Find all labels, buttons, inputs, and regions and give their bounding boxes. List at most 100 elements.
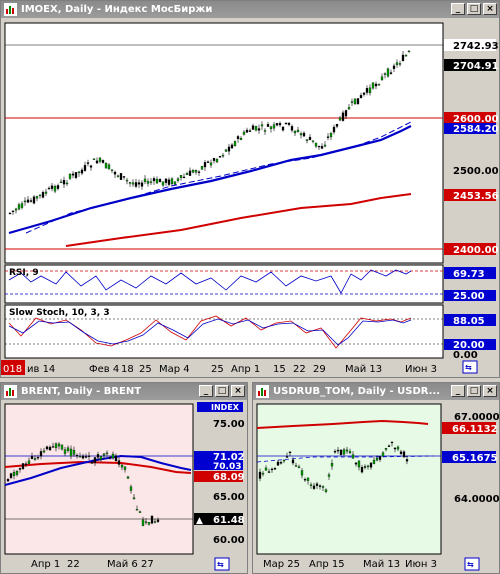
candle xyxy=(35,196,39,199)
minimize-button[interactable]: _ xyxy=(451,3,465,15)
brent-window[interactable]: BRENT, Daily - BRENT _ □ × INDEX 75.00 7… xyxy=(0,382,248,574)
candle xyxy=(24,463,28,465)
candle xyxy=(306,477,310,481)
candle xyxy=(291,459,295,464)
close-button[interactable]: × xyxy=(483,3,497,15)
candle xyxy=(348,451,352,454)
imoex-window[interactable]: IMOEX, Daily - Индекс МосБиржи _ □ × 274… xyxy=(0,0,500,378)
candle xyxy=(309,484,313,486)
minimize-button[interactable]: _ xyxy=(451,385,465,397)
maximize-button[interactable]: □ xyxy=(467,385,481,397)
candle xyxy=(272,124,276,129)
candle xyxy=(47,187,51,190)
candle xyxy=(191,170,195,173)
candle xyxy=(327,474,331,477)
brent-titlebar[interactable]: BRENT, Daily - BRENT _ □ × xyxy=(1,383,247,400)
candle xyxy=(128,182,132,184)
maximize-button[interactable]: □ xyxy=(215,385,229,397)
rsi-line xyxy=(8,269,412,294)
rsi-value: 69.73 xyxy=(453,269,485,280)
candle xyxy=(284,122,288,125)
candle xyxy=(392,65,396,69)
candle xyxy=(315,483,319,486)
x-tick-4: 25 xyxy=(139,364,152,375)
candle xyxy=(321,486,325,488)
svg-text:⇆: ⇆ xyxy=(217,560,224,569)
scroll-icon[interactable] xyxy=(214,557,230,571)
candle xyxy=(257,128,261,131)
brent-price-65: 65.00 xyxy=(213,492,245,503)
candle xyxy=(261,472,265,475)
candle xyxy=(39,451,43,457)
chart-icon xyxy=(4,3,17,16)
imoex-candles xyxy=(8,50,411,215)
candle xyxy=(402,451,406,458)
usd-x-0: Мар 25 xyxy=(263,559,300,570)
brent-ma-red xyxy=(4,460,192,474)
brent-x-0: Апр 1 xyxy=(31,559,60,570)
imoex-titlebar[interactable]: IMOEX, Daily - Индекс МосБиржи _ □ × xyxy=(1,1,499,18)
candle xyxy=(258,471,262,479)
candle xyxy=(176,178,180,181)
imoex-chart[interactable]: 2742.93 2704.91 2600.00 2584.20 2500.00 … xyxy=(1,18,499,377)
candle xyxy=(312,485,316,489)
candle xyxy=(344,110,348,117)
candle xyxy=(72,449,76,455)
candle xyxy=(132,497,136,500)
x-tick-10: 29 xyxy=(313,364,326,375)
candle xyxy=(294,465,298,467)
close-button[interactable]: × xyxy=(483,385,497,397)
candle xyxy=(357,460,361,468)
candle xyxy=(62,180,66,185)
brent-price-60: 60.00 xyxy=(213,535,245,546)
candle xyxy=(236,136,240,139)
usdrub-chart[interactable]: 67.0000 66.1132 65.1675 64.0000 Мар 25 А… xyxy=(253,400,499,573)
close-button[interactable]: × xyxy=(231,385,245,397)
scroll-icon[interactable] xyxy=(464,557,480,571)
candle xyxy=(149,181,153,183)
brent-arrow-icon: ▲ xyxy=(196,516,203,526)
rsi-label: RSI, 9 xyxy=(9,268,39,278)
candle xyxy=(368,87,372,94)
x-tick-2: Фев 4 xyxy=(89,364,119,375)
candle xyxy=(90,462,94,464)
candle xyxy=(374,83,378,87)
candle xyxy=(233,141,237,146)
x-tick-3: 18 xyxy=(121,364,134,375)
candle xyxy=(54,443,58,449)
candle xyxy=(380,76,384,80)
candle xyxy=(123,466,127,470)
candle xyxy=(387,445,391,447)
candle xyxy=(318,485,322,487)
candle xyxy=(96,454,100,458)
candle xyxy=(167,179,171,185)
candle xyxy=(398,63,402,65)
scroll-icon[interactable] xyxy=(462,360,478,374)
usdrub-title: USDRUB_TOM, Daily - USDR... xyxy=(273,386,441,397)
candle xyxy=(146,181,150,184)
usdrub-titlebar[interactable]: USDRUB_TOM, Daily - USDR... _ □ × xyxy=(253,383,499,400)
imoex-title: IMOEX, Daily - Индекс МосБиржи xyxy=(21,4,213,15)
stoch-zero: 0.00 xyxy=(453,350,478,361)
candle xyxy=(185,173,189,175)
candle xyxy=(161,181,165,186)
usd-ma-red xyxy=(256,419,429,429)
candle xyxy=(57,443,61,447)
brent-chart[interactable]: INDEX 75.00 71.02 70.03 68.09 65.00 ▲ 61… xyxy=(1,400,247,573)
candle xyxy=(138,511,142,513)
candle xyxy=(141,519,145,526)
candle xyxy=(384,448,388,450)
candle xyxy=(341,112,345,121)
candle xyxy=(155,178,159,184)
maximize-button[interactable]: □ xyxy=(467,3,481,15)
x-tick-1: ив 14 xyxy=(27,364,55,375)
usd-ma-dash xyxy=(256,455,434,463)
candle xyxy=(93,457,97,463)
minimize-button[interactable]: _ xyxy=(199,385,213,397)
candle xyxy=(65,182,69,185)
candle xyxy=(32,196,36,204)
candle xyxy=(111,453,115,459)
candle xyxy=(320,146,324,149)
usdrub-window[interactable]: USDRUB_TOM, Daily - USDR... _ □ × 67.000… xyxy=(252,382,500,574)
candle xyxy=(251,125,255,130)
